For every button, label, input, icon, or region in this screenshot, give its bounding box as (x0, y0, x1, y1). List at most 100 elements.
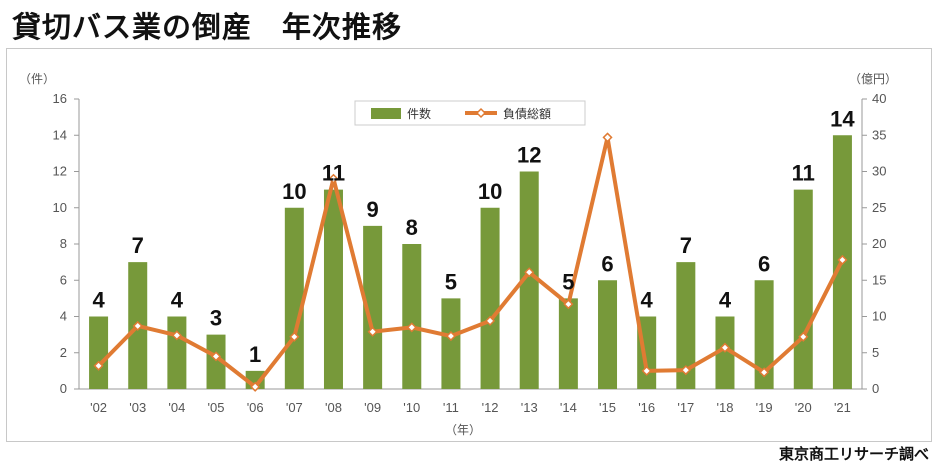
right-tick-label: 40 (872, 91, 886, 106)
line-point (837, 254, 848, 266)
line-point (719, 342, 731, 353)
x-tick-label: '21 (834, 400, 851, 415)
labels-layer: 4 7 4 3 1 10 11 9 8 5 10 12 5 6 4 7 4 6 11 14 (92, 106, 855, 367)
bar (441, 298, 461, 389)
left-tick-label: 0 (60, 381, 67, 396)
line-point (132, 320, 143, 331)
data-label: 12 (517, 143, 541, 168)
right-tick-label: 20 (872, 236, 886, 251)
data-label: 5 (445, 269, 457, 294)
bar (206, 334, 226, 389)
x-tick-label: '13 (521, 400, 538, 415)
right-tick-label: 30 (872, 164, 886, 179)
left-tick-label: 4 (60, 309, 67, 324)
right-tick-label: 35 (872, 127, 886, 142)
left-tick-label: 12 (53, 164, 67, 179)
x-axis-unit: （年） (445, 423, 481, 437)
right-tick-label: 10 (872, 309, 886, 324)
bar (598, 280, 618, 389)
chart-plot: 02468101214160510152025303540'02'03'04'0… (19, 72, 897, 437)
data-label: 7 (132, 233, 144, 258)
line-point (250, 381, 261, 392)
x-tick-label: '02 (90, 400, 107, 415)
data-label: 14 (830, 106, 855, 131)
x-tick-label: '08 (325, 400, 342, 415)
right-tick-label: 15 (872, 272, 886, 287)
x-tick-label: '12 (482, 400, 499, 415)
legend-line-label: 負債総額 (503, 106, 551, 121)
line-point (798, 331, 809, 342)
data-label: 10 (478, 179, 502, 204)
chart-frame: 0 2 4 6 8 10 12 14 16 0 5 10 15 20 25 30 35 40'02'03'04'0… (6, 48, 932, 442)
chart-legend: 件数 負債総額 (354, 100, 586, 126)
left-tick-label: 10 (53, 200, 67, 215)
line-point (641, 365, 652, 376)
bar (167, 316, 187, 389)
line-layer (93, 132, 848, 392)
data-label: 9 (367, 197, 379, 222)
data-label: 3 (210, 306, 222, 331)
bar (363, 225, 383, 389)
data-label: 6 (601, 251, 613, 276)
bar (715, 316, 735, 389)
line-point (680, 365, 691, 376)
line-point (328, 173, 339, 184)
bar (754, 280, 774, 389)
line-point (759, 367, 770, 378)
x-tick-label: '05 (208, 400, 225, 415)
left-tick-label: 16 (53, 91, 67, 106)
line-point (445, 331, 456, 342)
right-tick-label: 5 (872, 345, 879, 360)
right-tick-label: 0 (872, 381, 879, 396)
data-label: 10 (282, 179, 306, 204)
right-axis-unit: （億円） (849, 72, 897, 86)
x-tick-label: '14 (560, 400, 577, 415)
data-label: 5 (562, 269, 574, 294)
x-tick-label: '15 (599, 400, 616, 415)
line-point (524, 267, 535, 278)
left-axis-unit: （件） (19, 72, 55, 86)
bar (89, 316, 109, 389)
x-tick-label: '04 (168, 400, 185, 415)
source-credit: 東京商工リサーチ調べ (778, 445, 929, 463)
bar (284, 207, 304, 389)
bar (323, 189, 343, 389)
left-tick-label: 8 (60, 236, 67, 251)
line-point (210, 351, 222, 362)
x-tick-label: '20 (795, 400, 812, 415)
bar (793, 189, 813, 389)
legend-line-marker (475, 107, 487, 119)
line-point (171, 330, 182, 341)
line-point (485, 315, 496, 326)
x-tick-label: '19 (756, 400, 773, 415)
data-label: 11 (792, 161, 815, 186)
bar (519, 171, 539, 389)
line-series (97, 135, 845, 389)
data-label: 4 (719, 288, 732, 313)
chart-title: 貸切バス業の倒産 年次推移 (12, 10, 403, 44)
data-label: 4 (641, 288, 654, 313)
line-point (93, 360, 104, 371)
data-label: 7 (680, 233, 692, 258)
line-point (602, 132, 613, 143)
legend-bar-swatch (371, 108, 401, 119)
x-tick-label: '07 (286, 400, 303, 415)
line-point (367, 326, 378, 337)
line-point (563, 299, 574, 310)
data-label: 11 (322, 161, 345, 186)
bar (676, 262, 696, 389)
x-tick-label: '03 (129, 400, 146, 415)
bar (402, 244, 422, 389)
axes-layer: 02468101214160510152025303540'02'03'04'0… (53, 91, 887, 415)
left-tick-label: 2 (60, 345, 67, 360)
x-tick-label: '18 (716, 400, 733, 415)
x-tick-label: '11 (443, 400, 459, 415)
x-tick-label: '09 (364, 400, 381, 415)
bar (558, 298, 578, 389)
x-tick-label: '10 (403, 400, 420, 415)
bar (480, 207, 500, 389)
legend-bar-label: 件数 (407, 106, 431, 121)
right-tick-label: 25 (872, 200, 886, 215)
line-point (289, 331, 300, 342)
x-tick-label: '17 (677, 400, 694, 415)
